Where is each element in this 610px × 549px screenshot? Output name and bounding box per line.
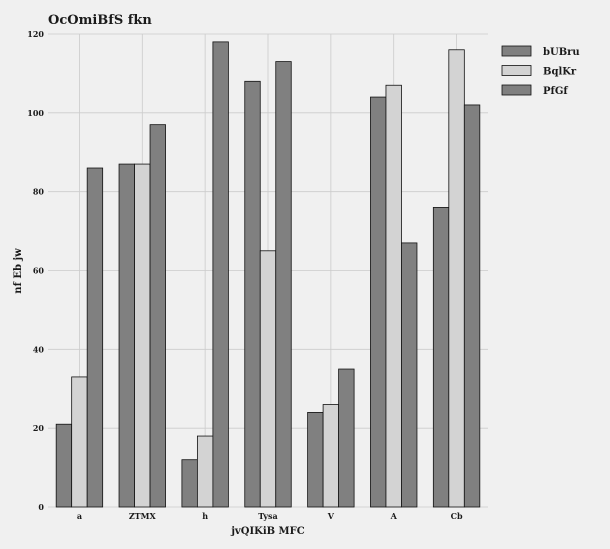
y-tick-label: 60 xyxy=(33,266,45,276)
legend: bUBru BqlKr PfGf xyxy=(501,45,580,97)
y-tick-label: 80 xyxy=(33,187,45,197)
x-tick-label: Cb xyxy=(451,511,463,521)
bar-BqlKr-h xyxy=(196,435,214,508)
x-axis-label: jvQIKiB MFC xyxy=(230,526,304,537)
bars xyxy=(55,41,481,508)
bar-PfGf-ZTMX xyxy=(149,124,166,508)
bar-BqlKr-A xyxy=(385,84,402,508)
x-tick-label: Tysa xyxy=(258,511,277,521)
x-tick-label: V xyxy=(327,511,335,521)
x-tick-label: h xyxy=(202,511,208,521)
legend-swatch xyxy=(501,65,532,76)
bar-PfGf-a xyxy=(86,167,104,508)
bar-bUBru-A xyxy=(370,96,387,508)
bar-PfGf-h xyxy=(212,41,229,508)
chart-title: OcOmiBfS fkn xyxy=(48,13,152,28)
legend-swatch xyxy=(501,84,532,96)
y-tick-label: 100 xyxy=(27,108,44,118)
bar-bUBru-ZTMX xyxy=(118,163,135,508)
bar-PfGf-Cb xyxy=(463,104,481,508)
x-tick-label: ZTMX xyxy=(129,511,157,521)
bar-BqlKr-Cb xyxy=(448,49,465,508)
y-tick-label: 40 xyxy=(33,344,45,354)
bar-BqlKr-ZTMX xyxy=(134,163,151,508)
bar-PfGf-A xyxy=(401,242,418,508)
bar-BqlKr-a xyxy=(71,376,88,508)
y-tick-label: 20 xyxy=(33,423,45,433)
legend-label: BqlKr xyxy=(543,67,577,78)
bar-bUBru-Tysa xyxy=(244,80,261,508)
bar-PfGf-V xyxy=(338,368,355,508)
y-tick-label: 120 xyxy=(27,29,44,39)
legend-label: bUBru xyxy=(543,47,580,58)
bar-bUBru-Cb xyxy=(432,207,450,508)
bar-PfGf-Tysa xyxy=(275,61,292,508)
legend-swatch xyxy=(501,45,532,57)
bar-BqlKr-Tysa xyxy=(259,250,277,508)
x-tick-label: a xyxy=(77,511,82,521)
bar-bUBru-V xyxy=(307,411,324,508)
bar-BqlKr-V xyxy=(322,404,340,508)
bar-bUBru-a xyxy=(55,423,73,508)
x-tick-label: A xyxy=(390,511,398,521)
axis-ticks: 0 20 40 60 80 100 120 a ZTMX h Tysa V A Cb xyxy=(27,29,463,521)
y-tick-label: 0 xyxy=(38,502,44,512)
y-axis-label: nf Eb jw xyxy=(13,248,24,294)
legend-label: PfGf xyxy=(543,86,568,97)
bar-bUBru-h xyxy=(181,459,198,508)
